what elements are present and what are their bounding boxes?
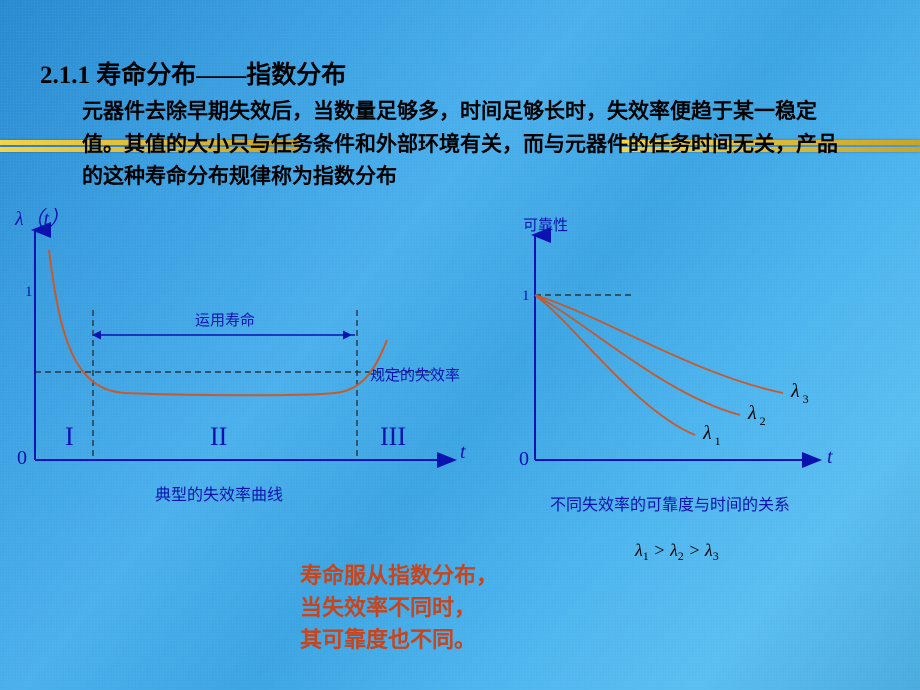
summary-line-3: 其可靠度也不同。 <box>300 624 498 656</box>
y-axis-label-r: 可靠性 <box>523 217 568 234</box>
origin-label-r: 0 <box>519 448 529 470</box>
region-III: III <box>380 422 406 451</box>
summary-text: 寿命服从指数分布， 当失效率不同时， 其可靠度也不同。 <box>300 560 498 656</box>
y-axis-label: λ（t） <box>14 207 69 230</box>
summary-line-1: 寿命服从指数分布， <box>300 560 498 592</box>
lambda3-label: λ 3 <box>790 380 809 406</box>
origin-label: 0 <box>17 447 27 469</box>
x-axis-label-r: t <box>827 446 833 468</box>
left-caption: 典型的失效率曲线 <box>155 486 283 504</box>
y-tick-1: 1 <box>25 284 33 300</box>
failure-rate-label: 规定的失效率 <box>370 367 460 384</box>
lambda2-label: λ 2 <box>747 402 766 428</box>
y-tick-1-r: 1 <box>522 288 530 304</box>
useful-life-label: 运用寿命 <box>195 311 255 329</box>
content-layer: 2.1.1 寿命分布——指数分布 元器件去除早期失效后，当数量足够多，时间足够长… <box>0 0 920 690</box>
intro-paragraph: 元器件去除早期失效后，当数量足够多，时间足够长时，失效率便趋于某一稳定值。其值的… <box>82 95 852 193</box>
right-caption: 不同失效率的可靠度与时间的关系 <box>550 496 790 514</box>
lambda1-label: λ 1 <box>702 422 721 448</box>
summary-line-2: 当失效率不同时， <box>300 592 498 624</box>
region-I: I <box>65 422 74 451</box>
bathtub-chart: λ（t） t 0 1 规定的失效率 运用寿命 I II III 典型的失效率曲线 <box>5 200 475 520</box>
curve-lambda1 <box>535 295 695 435</box>
x-axis-label: t <box>460 441 466 463</box>
section-heading: 2.1.1 寿命分布——指数分布 <box>40 55 346 91</box>
region-II: II <box>210 422 227 451</box>
lambda-inequality: λ1 > λ2 > λ3 <box>635 540 719 564</box>
reliability-chart: 可靠性 t 0 1 λ 1 λ 2 λ 3 不同失效率的可靠度与时间的关系 <box>505 215 905 535</box>
